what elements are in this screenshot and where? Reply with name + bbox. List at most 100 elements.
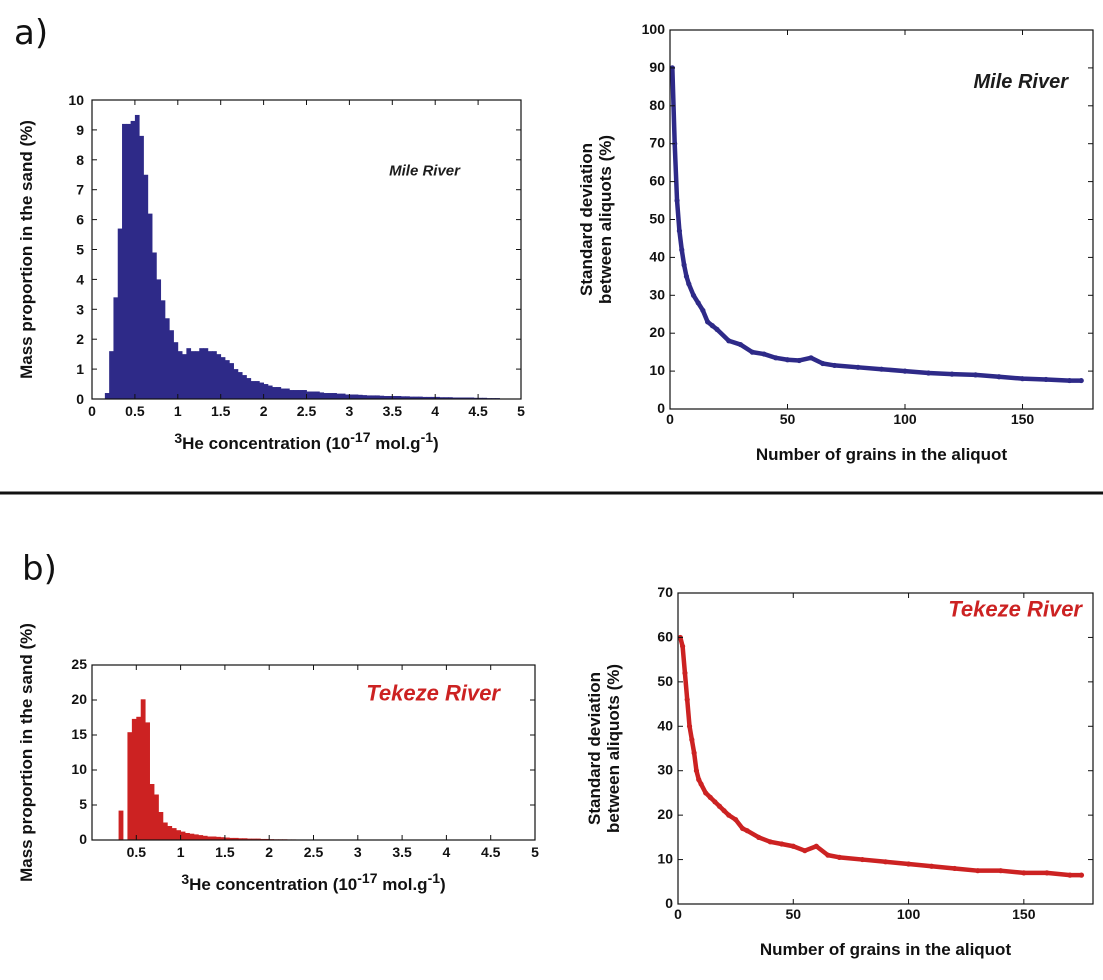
histogram-bar — [233, 369, 239, 399]
x-tick-label: 3 — [354, 844, 362, 860]
x-tick-label: 1.5 — [215, 844, 235, 860]
y-tick-label: 8 — [76, 152, 84, 168]
series-line — [678, 635, 1084, 878]
histogram-bar — [388, 396, 393, 399]
x-axis-label-part: He concentration (10 — [189, 875, 357, 894]
histogram-bar — [203, 348, 209, 399]
histogram-bar — [443, 397, 449, 399]
data-point — [929, 863, 935, 869]
y-tick-label: 9 — [76, 122, 84, 138]
data-point — [733, 816, 739, 823]
histogram-bar — [176, 830, 181, 840]
x-tick-label: 0.5 — [125, 403, 145, 419]
data-point — [998, 868, 1004, 874]
histogram-bar — [400, 396, 406, 399]
histogram-bar — [250, 381, 256, 399]
y-tick-label: 20 — [649, 324, 665, 340]
data-point — [813, 843, 819, 849]
data-point — [784, 357, 791, 363]
histogram-bar — [319, 392, 325, 399]
histogram-bar — [392, 396, 397, 399]
x-tick-label: 1.5 — [211, 403, 231, 419]
histogram-bar — [147, 213, 153, 399]
histogram-bar — [233, 837, 239, 840]
histogram-bar — [143, 174, 149, 399]
histogram-bar — [167, 826, 173, 840]
histogram-bar — [145, 722, 150, 840]
histogram-bar — [418, 396, 423, 399]
data-point — [716, 803, 723, 809]
histogram-bar — [229, 837, 235, 840]
histogram-bar — [302, 390, 307, 399]
x-tick-label: 4 — [431, 403, 439, 419]
histogram-bar — [259, 382, 264, 399]
histogram-bar — [169, 330, 174, 399]
data-point — [676, 228, 683, 234]
data-point — [1044, 870, 1050, 876]
histogram-bar — [405, 396, 410, 399]
data-point — [836, 854, 842, 860]
x-axis-label-part: He concentration (10 — [182, 434, 350, 453]
histogram-bar — [224, 360, 230, 399]
histogram-bar — [242, 838, 248, 840]
histogram-bar — [130, 120, 136, 400]
histogram-bar — [460, 397, 466, 399]
histogram-bar — [126, 123, 132, 400]
data-point — [825, 852, 831, 858]
histogram-bar — [336, 393, 342, 399]
x-axis-label-part: mol.g — [378, 875, 428, 894]
data-point — [1021, 870, 1027, 876]
x-axis-label-part: ) — [440, 875, 446, 894]
data-point — [686, 723, 693, 729]
data-point — [693, 768, 700, 774]
data-point — [1019, 376, 1026, 382]
y-tick-label: 40 — [649, 248, 665, 264]
histogram-bar — [251, 838, 257, 840]
x-axis-label: 3He concentration (10-17 mol.g-1) — [174, 429, 438, 453]
y-tick-label: 30 — [657, 762, 673, 778]
data-point — [952, 865, 958, 872]
x-tick-label: 50 — [780, 411, 796, 427]
histogram-bar — [379, 395, 385, 399]
histogram-bar — [297, 390, 303, 399]
histogram-bar — [247, 838, 252, 840]
histogram-bar — [156, 279, 162, 399]
data-point — [855, 364, 861, 370]
histogram-bar — [465, 397, 470, 399]
histogram-bar — [182, 354, 187, 399]
histogram-bar — [340, 393, 346, 399]
histogram-bar — [152, 252, 157, 399]
x-tick-label: 1 — [177, 844, 185, 860]
x-axis-label-part: -17 — [357, 870, 377, 886]
data-point — [726, 812, 732, 818]
data-point — [882, 859, 889, 865]
data-point — [707, 794, 713, 800]
x-axis-label-part: -1 — [421, 429, 434, 445]
y-axis-label: Standard deviation — [577, 143, 596, 296]
data-point — [681, 262, 687, 268]
data-point — [744, 828, 750, 834]
y-tick-label: 3 — [76, 301, 84, 317]
histogram-bar — [198, 835, 204, 840]
x-tick-label: 2 — [265, 844, 273, 860]
histogram-bar — [366, 395, 372, 399]
histogram-bar — [109, 351, 114, 399]
data-point — [859, 856, 866, 863]
histogram-bar — [310, 391, 316, 399]
data-point — [712, 799, 718, 805]
histogram-bar — [396, 396, 402, 399]
x-tick-label: 5 — [517, 403, 525, 419]
x-axis-label-part: -17 — [350, 429, 370, 445]
histogram-bar — [315, 391, 320, 399]
x-tick-label: 0.5 — [127, 844, 147, 860]
histogram-bar — [207, 351, 213, 399]
x-axis-label-part: 3 — [181, 871, 189, 887]
x-tick-label: 4.5 — [468, 403, 488, 419]
x-axis-label-part: mol.g — [371, 434, 421, 453]
y-tick-label: 4 — [76, 271, 84, 287]
y-tick-label: 50 — [649, 211, 665, 227]
data-point — [925, 370, 932, 376]
data-point — [721, 808, 727, 814]
histogram-bar — [117, 228, 123, 399]
y-tick-label: 90 — [649, 59, 665, 75]
